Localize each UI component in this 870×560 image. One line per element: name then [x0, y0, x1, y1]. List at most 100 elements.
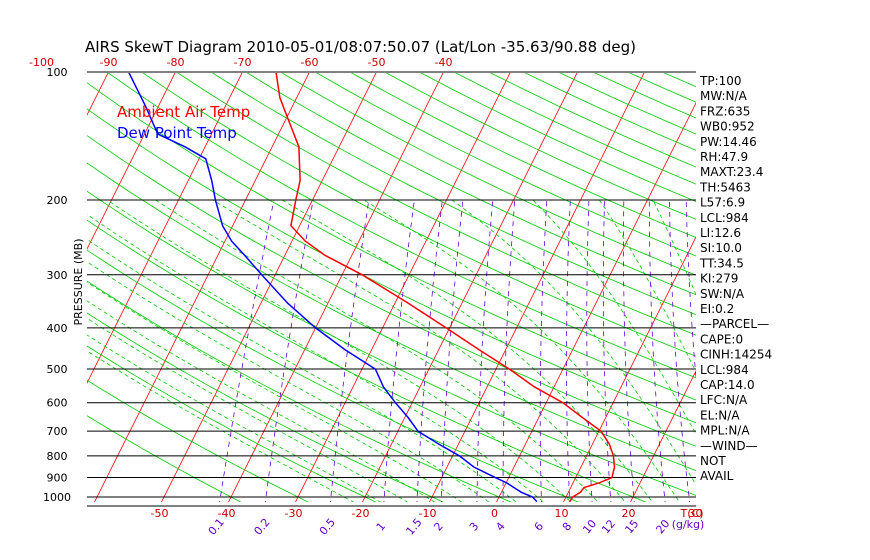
- index-item: L57:6.9: [700, 196, 745, 210]
- dry-adiabat-line: [142, 73, 696, 357]
- index-item: CINH:14254: [700, 348, 772, 362]
- index-item: PW:14.46: [700, 135, 757, 149]
- moist-adiabat-line: [87, 300, 436, 502]
- mixing-ratio-tick-label: 12: [599, 517, 618, 536]
- mixing-ratio-tick-label: 1: [374, 520, 388, 534]
- moist-adiabat-line: [87, 238, 517, 502]
- top-temp-tick-label: -100: [29, 56, 54, 69]
- isotherm-line: [762, 72, 870, 506]
- dry-adiabat-line: [663, 73, 696, 88]
- mixing-ratio-tick-label: 15: [622, 517, 641, 536]
- mixing-ratio-tick-label: 0.2: [251, 516, 272, 538]
- dry-adiabat-line: [455, 73, 696, 185]
- moist-adiabat-line: [87, 281, 463, 502]
- moist-adiabat-line: [155, 199, 599, 502]
- dry-adiabat-line: [87, 415, 242, 502]
- mixing-ratio-tick-label: 4: [493, 520, 507, 534]
- moist-adiabat-line: [87, 350, 354, 502]
- pressure-tick-label: 600: [47, 397, 68, 410]
- dry-adiabat-line: [211, 73, 696, 316]
- index-item: —PARCEL—: [700, 317, 769, 331]
- dry-adiabat-line: [87, 82, 696, 401]
- top-temp-tick-label: -70: [234, 56, 252, 69]
- mixing-ratio-tick-label: 3: [467, 520, 481, 534]
- mixing-ratio-line: [219, 199, 275, 502]
- dry-adiabat-line: [350, 73, 696, 238]
- pressure-tick-label: 900: [47, 472, 68, 485]
- index-item: LI:12.6: [700, 226, 741, 240]
- bottom-temp-tick-label: 0: [491, 507, 498, 520]
- bottom-temp-tick-label: -10: [419, 507, 437, 520]
- mixing-ratio-line: [586, 199, 593, 502]
- dry-adiabat-line: [87, 219, 647, 502]
- dry-adiabat-line: [87, 379, 309, 502]
- moist-adiabat-line: [532, 199, 696, 435]
- top-temp-tick-label: -60: [301, 56, 319, 69]
- dry-adiabat-line: [316, 73, 696, 257]
- moist-adiabat-line: [451, 199, 696, 486]
- index-item: EL:N/A: [700, 408, 740, 422]
- mixing-ratio-line: [539, 199, 548, 502]
- index-item: WB0:952: [700, 120, 755, 134]
- mixing-ratio-tick-label: 0.5: [317, 516, 338, 538]
- moist-adiabat-line: [212, 199, 626, 502]
- index-item: SI:10.0: [700, 241, 742, 255]
- bottom-temp-tick-label: 20: [621, 507, 635, 520]
- isotherm-line: [829, 72, 870, 506]
- background-lines: [0, 72, 870, 506]
- index-item: CAPE:0: [700, 332, 743, 346]
- dry-adiabat-line: [801, 72, 870, 506]
- isotherm-line: [161, 73, 377, 502]
- mixing-ratio-tick-label: 20: [653, 517, 672, 536]
- top-temp-tick-label: -50: [368, 56, 386, 69]
- index-item: TP:100: [699, 74, 742, 88]
- index-item: NOT: [700, 454, 726, 468]
- dry-adiabat-line: [87, 249, 580, 502]
- y-axis-label: PRESSURE (MB): [72, 239, 85, 326]
- dry-adiabat-line: [281, 73, 696, 276]
- isotherm-line: [87, 73, 243, 384]
- bottom-temp-tick-label: -50: [151, 507, 169, 520]
- mixing-ratio-tick-label: 6: [532, 520, 546, 534]
- index-item: LCL:984: [700, 363, 749, 377]
- mixing-ratio-line: [602, 199, 612, 502]
- isotherm-line: [295, 73, 511, 502]
- isotherm-line: [0, 72, 42, 506]
- isobars: [87, 71, 696, 507]
- pressure-tick-label: 1000: [43, 491, 71, 504]
- dry-adiabat-line: [177, 73, 696, 336]
- index-item: RH:47.9: [700, 150, 748, 164]
- dry-adiabat-line: [246, 73, 696, 296]
- top-temp-tick-label: -80: [167, 56, 185, 69]
- bottom-temp-tick-label: 10: [554, 507, 568, 520]
- dry-adiabat-line: [524, 73, 696, 151]
- dew-point-temp-line: [128, 73, 538, 502]
- index-item: SW:N/A: [700, 287, 745, 301]
- dry-adiabat-line: [87, 190, 696, 496]
- chart-title: AIRS SkewT Diagram 2010-05-01/08:07:50.0…: [85, 38, 636, 56]
- bottom-temp-tick-label: -20: [352, 507, 370, 520]
- mixing-ratio-line: [502, 199, 516, 502]
- index-item: CAP:14.0: [700, 378, 755, 392]
- index-item: MW:N/A: [700, 89, 748, 103]
- bottom-temp-tick-label: 30: [688, 507, 702, 520]
- mixing-ratio-tick-label: 2: [431, 520, 445, 534]
- legend-dew-point: Dew Point Temp: [117, 124, 237, 142]
- index-item: FRZ:635: [700, 104, 750, 118]
- index-item: —WIND—: [700, 439, 758, 453]
- index-item: MPL:N/A: [700, 424, 750, 438]
- index-item: TH:5463: [699, 180, 751, 194]
- isotherm-line: [563, 236, 696, 502]
- index-item: AVAIL: [700, 469, 734, 483]
- ambient-air-temp-line: [275, 73, 616, 502]
- isotherm-line: [87, 73, 109, 116]
- isotherm-line: [87, 73, 176, 250]
- isotherm-line: [630, 370, 696, 502]
- bottom-temp-tick-label: -30: [285, 507, 303, 520]
- isotherm-line: [94, 73, 310, 502]
- bottom-temp-tick-label: -40: [218, 507, 236, 520]
- index-item: LFC:N/A: [700, 393, 748, 407]
- mixing-ratio-tick-label: 8: [560, 520, 574, 534]
